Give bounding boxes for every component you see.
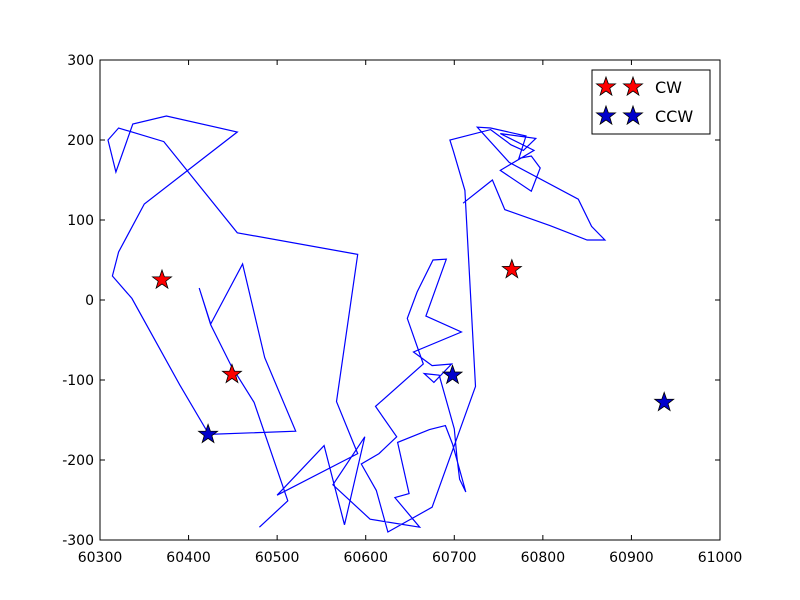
legend-star-ccw-a [595,104,617,126]
legend-star-cw-a [595,75,617,97]
x-tick-label: 60600 [343,550,388,566]
legend: CW CCW [591,69,711,135]
x-tick-label: 60500 [255,550,300,566]
plot-area [107,115,675,533]
y-tick-label: 200 [67,133,94,149]
y-tick-label: -300 [62,533,94,549]
y-tick-label: 100 [67,213,94,229]
y-tick-label: 300 [67,53,94,69]
cw-marker-1 [151,268,173,290]
x-tick-label: 60800 [521,550,566,566]
legend-label-cw: CW [655,78,682,97]
cw-marker-3 [501,258,523,279]
x-tick-label: 60300 [78,550,123,566]
legend-label-ccw: CCW [655,107,693,126]
ccw-marker-3 [653,391,675,412]
y-tick-label: -200 [62,453,94,469]
y-tick-label: 0 [85,293,94,309]
cw-marker-2 [221,363,243,384]
legend-items: CW CCW [595,75,693,126]
x-tick-label: 60400 [166,550,211,566]
x-tick-label: 60900 [609,550,654,566]
legend-star-ccw-b [622,104,644,126]
y-tick-label: -100 [62,373,94,389]
axis-ticks: 60300 60400 60500 60600 60700 60800 60900 61000… [62,53,742,566]
series-track-line [107,115,607,533]
ccw-marker-1 [197,423,219,444]
ccw-marker-2 [441,363,464,385]
legend-star-cw-b [622,75,644,97]
x-tick-label: 60700 [432,550,477,566]
x-tick-label: 61000 [698,550,743,566]
